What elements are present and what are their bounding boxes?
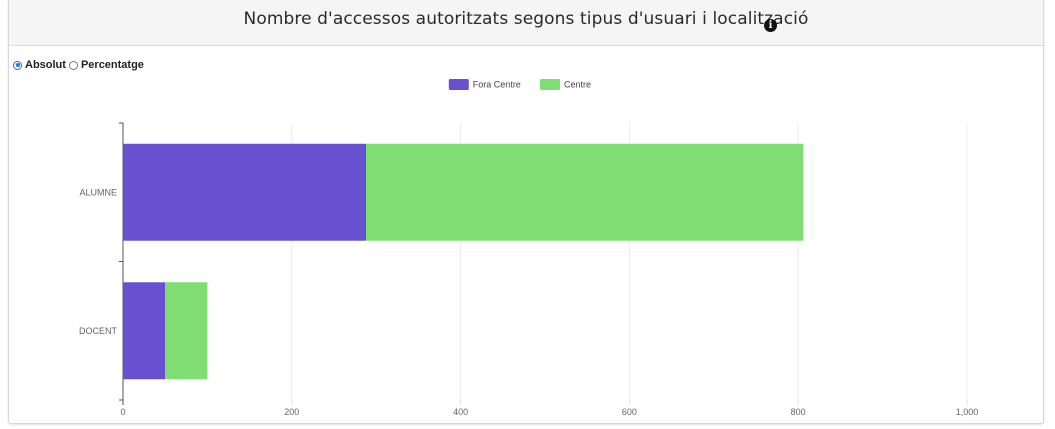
legend-label: Centre bbox=[564, 80, 591, 90]
mode-toggle: Absolut Percentatge bbox=[13, 59, 147, 71]
legend-label: Fora Centre bbox=[473, 80, 521, 90]
bar-segment bbox=[123, 143, 367, 241]
radio-percentatge-circle[interactable] bbox=[68, 60, 78, 70]
radio-absolut[interactable]: Absolut bbox=[13, 59, 66, 71]
x-tick-label: 400 bbox=[453, 407, 468, 417]
panel-header: Nombre d'accessos autoritzats segons tip… bbox=[9, 0, 1043, 46]
bar-segment bbox=[366, 143, 804, 241]
radio-percentatge[interactable]: Percentatge bbox=[68, 59, 144, 71]
bar-segment bbox=[123, 282, 166, 380]
radio-absolut-label[interactable]: Absolut bbox=[25, 59, 66, 71]
info-icon[interactable]: i bbox=[764, 19, 777, 32]
bar-segment bbox=[165, 282, 208, 380]
radio-absolut-circle[interactable] bbox=[13, 60, 22, 70]
x-tick-label: 1,000 bbox=[956, 407, 979, 417]
x-tick-label: 200 bbox=[284, 407, 299, 417]
x-tick-label: 800 bbox=[791, 407, 806, 417]
page-title: Nombre d'accessos autoritzats segons tip… bbox=[243, 9, 809, 29]
x-tick-label: 600 bbox=[622, 407, 637, 417]
y-category-label: DOCENT bbox=[79, 326, 118, 336]
x-tick-label: 0 bbox=[120, 407, 125, 417]
y-category-label: ALUMNE bbox=[79, 187, 117, 197]
legend-swatch bbox=[448, 79, 469, 90]
radio-percentatge-label[interactable]: Percentatge bbox=[80, 59, 144, 71]
legend-swatch bbox=[540, 79, 560, 90]
